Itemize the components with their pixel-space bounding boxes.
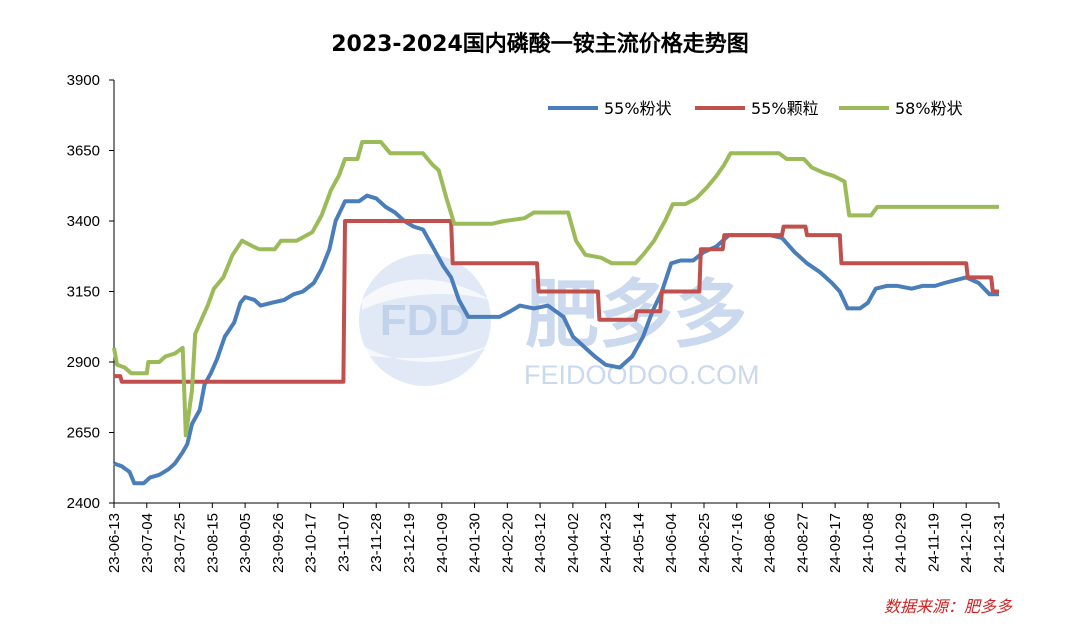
x-tick-label: 24-05-14 <box>630 513 647 573</box>
chart-title: 2023-2024国内磷酸一铵主流价格走势图 <box>331 31 749 57</box>
watermark-wave-upper <box>362 279 490 310</box>
x-tick-label: 24-08-27 <box>794 513 811 573</box>
y-tick-label: 3650 <box>67 143 100 160</box>
x-tick-label: 23-06-13 <box>106 513 123 573</box>
x-tick-label: 23-11-28 <box>368 513 385 572</box>
series-line-55-granule <box>114 219 999 384</box>
series-line-58-powder <box>112 140 999 438</box>
x-tick-label: 24-01-30 <box>467 513 484 573</box>
x-tick-label: 24-04-23 <box>598 513 615 573</box>
data-source-note: 数据来源：肥多多 <box>884 597 1013 616</box>
x-tick-label: 24-06-25 <box>696 513 713 573</box>
x-axis-ticks: 23-06-13 23-07-04 23-07-25 23-08-15 23-09-05… <box>106 503 1008 573</box>
x-tick-label: 24-09-17 <box>827 513 844 573</box>
y-axis-ticks: 2400 2650 2900 3150 3400 3650 3900 <box>67 72 114 512</box>
x-tick-label: 24-06-04 <box>663 513 680 573</box>
legend-label-55-powder: 55%粉状 <box>604 99 672 118</box>
y-tick-label: 3900 <box>67 72 100 89</box>
x-tick-label: 24-07-16 <box>729 513 746 573</box>
legend-item-55-powder: 55%粉状 <box>548 99 672 118</box>
x-tick-label: 24-02-20 <box>499 513 516 573</box>
legend-label-55-granule: 55%颗粒 <box>751 99 819 118</box>
legend-item-58-powder: 58%粉状 <box>839 99 963 118</box>
y-tick-label: 3150 <box>67 284 100 301</box>
x-tick-label: 24-12-10 <box>958 513 975 573</box>
x-tick-label: 24-08-06 <box>762 513 779 573</box>
x-tick-label: 24-10-08 <box>860 513 877 573</box>
y-tick-label: 2650 <box>67 425 100 442</box>
x-tick-label: 23-12-19 <box>401 513 418 573</box>
x-tick-label: 23-09-26 <box>270 513 287 573</box>
x-tick-label: 23-08-15 <box>204 513 221 573</box>
watermark-site-text: FEIDOODOO.COM <box>524 360 760 390</box>
x-tick-label: 24-03-12 <box>532 513 549 573</box>
watermark-wave-lower <box>362 345 490 362</box>
feidoodoo-watermark: FDD 肥多多 FEIDOODOO.COM <box>359 254 760 390</box>
x-tick-label: 24-04-02 <box>565 513 582 573</box>
legend: 55%粉状 55%颗粒 58%粉状 <box>548 99 963 118</box>
x-tick-label: 23-11-07 <box>335 513 352 572</box>
x-tick-label: 24-01-09 <box>434 513 451 573</box>
legend-label-58-powder: 58%粉状 <box>895 99 963 118</box>
watermark-logo-text: FDD <box>380 296 470 345</box>
x-tick-label: 23-10-17 <box>303 513 320 573</box>
x-tick-label: 24-12-31 <box>991 513 1008 573</box>
x-tick-label: 23-09-05 <box>237 513 254 573</box>
series-line-55-powder <box>113 193 999 486</box>
y-tick-label: 2900 <box>67 354 100 371</box>
x-tick-label: 23-07-25 <box>172 513 189 573</box>
x-tick-label: 23-07-04 <box>139 513 156 573</box>
watermark-logo-circle <box>359 254 491 386</box>
legend-item-55-granule: 55%颗粒 <box>695 99 819 118</box>
x-tick-label: 24-11-19 <box>925 513 942 572</box>
y-tick-label: 2400 <box>67 495 100 512</box>
series-layer <box>112 140 999 486</box>
x-tick-label: 24-10-29 <box>893 513 910 573</box>
y-tick-label: 3400 <box>67 213 100 230</box>
